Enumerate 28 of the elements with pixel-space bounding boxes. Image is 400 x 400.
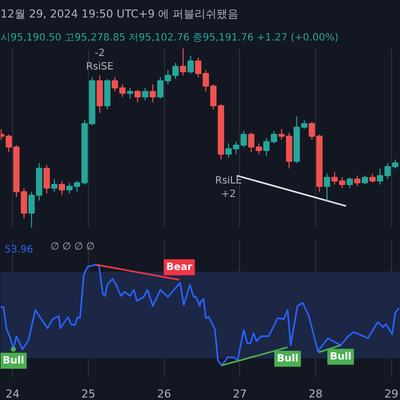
x-tick-label: 24 (6, 388, 20, 400)
series-label: Bull (276, 353, 298, 364)
chart-title: 12월 29, 2024 19:50 UTC+9 에 퍼블리쉬됐음 (0, 8, 239, 20)
x-tick-label: 27 (232, 388, 247, 400)
candlestick (44, 164, 50, 194)
candlestick (142, 87, 148, 101)
candlestick (180, 48, 186, 76)
candlestick (354, 175, 360, 187)
x-tick-label: 25 (81, 388, 96, 400)
candlestick (150, 84, 156, 103)
candlestick (58, 180, 66, 196)
x-tick-label: 28 (308, 388, 323, 400)
series-label: Bull (2, 355, 24, 366)
x-tick-label: 26 (157, 388, 172, 400)
text: 53.96 (4, 244, 34, 256)
series-label: Bull (330, 351, 352, 362)
candlestick (134, 89, 141, 103)
text: ∅ ∅ ∅ ∅ (50, 242, 95, 252)
candlestick (324, 173, 330, 202)
candlestick (51, 178, 58, 192)
candlestick (126, 87, 134, 100)
chart-subtitle: 시95,190.50 고95,278.85 저95,102.76 종95,191.76 +1.27 (+0.00%) (0, 32, 339, 44)
x-tick-label: 29 (384, 388, 398, 400)
annotation: RsiLE +2 (215, 176, 242, 200)
series-label: Bear (166, 262, 192, 273)
annotation: -2 RsiSE (86, 48, 114, 72)
candlestick (346, 176, 353, 189)
candlestick (188, 55, 194, 74)
